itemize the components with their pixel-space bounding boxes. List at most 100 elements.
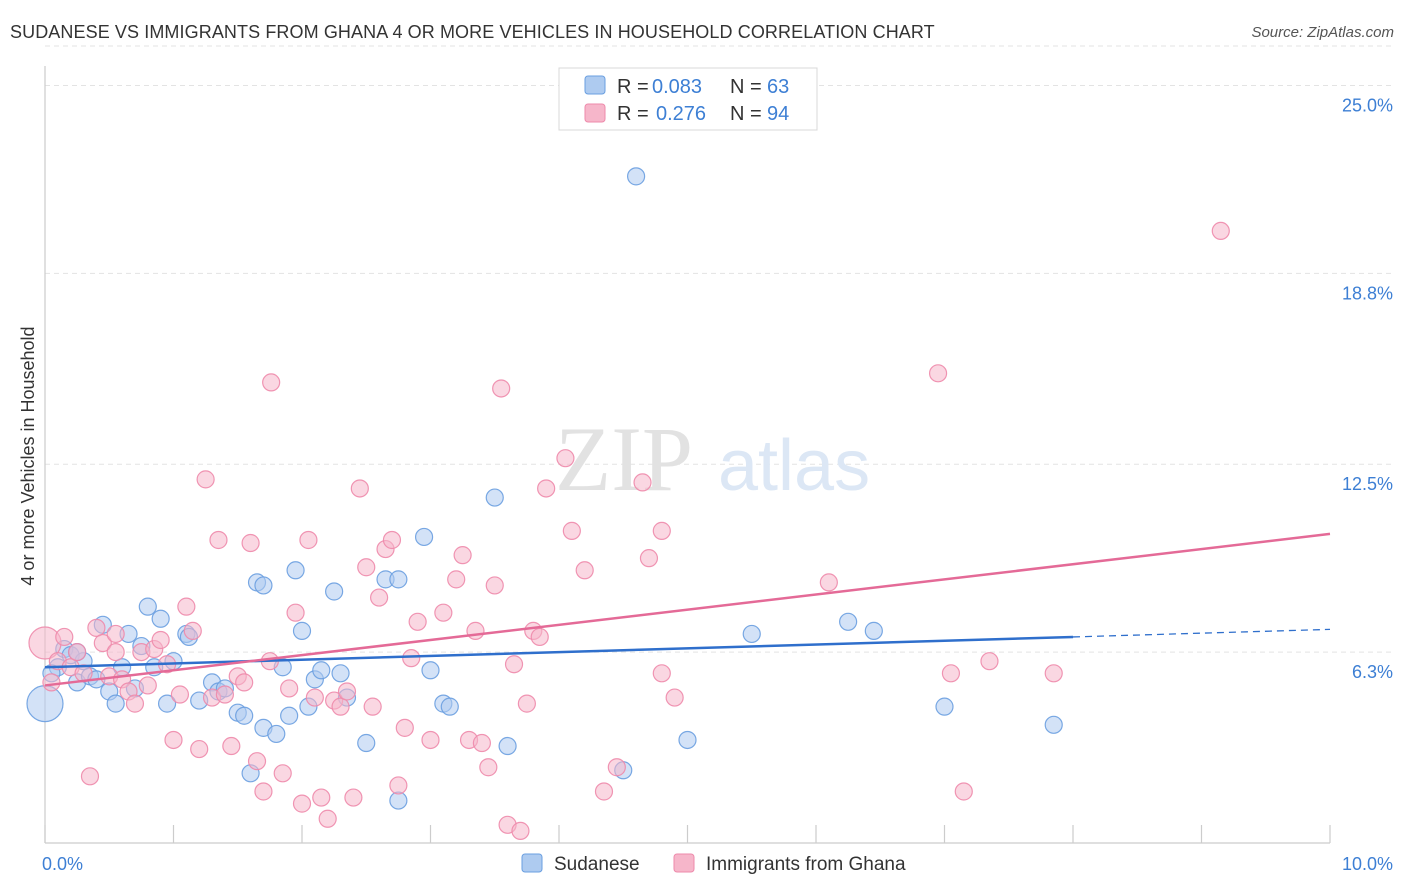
y-tick-label-3: 25.0% — [1342, 95, 1393, 115]
ghana-point-68 — [492, 379, 511, 398]
ghana-point-24 — [190, 739, 209, 759]
legend-n-value-1: 63 — [767, 76, 789, 98]
ghana-point-70 — [504, 655, 524, 674]
ghana-point-62 — [453, 546, 472, 565]
sudanese-point-42 — [357, 733, 376, 753]
ghana-point-23 — [183, 621, 202, 640]
ghana-point-20 — [164, 730, 183, 750]
x-tick-label-1: 10.0% — [1342, 854, 1393, 874]
x-tick-labels: 0.0% 10.0% — [42, 854, 1393, 874]
sudanese-point-9 — [106, 694, 125, 713]
ghana-point-59 — [421, 730, 440, 750]
sudanese-point-14 — [138, 597, 157, 616]
sudanese-point-51 — [498, 736, 517, 756]
ghana-point-21 — [170, 685, 190, 704]
ghana-point-50 — [357, 558, 376, 577]
sudanese-trend-line-extension — [1072, 628, 1331, 638]
sudanese-point-26 — [235, 706, 254, 725]
ghana-point-74 — [530, 627, 549, 647]
sudanese-point-59 — [1044, 715, 1063, 734]
sudanese-point-17 — [157, 694, 177, 713]
x-tick-label-0: 0.0% — [42, 854, 83, 874]
y-tick-labels: 6.3% 12.5% 18.8% 25.0% — [1342, 95, 1393, 682]
bottom-legend: Sudanese Immigrants from Ghana — [521, 853, 906, 875]
sudanese-point-47 — [421, 661, 440, 680]
sudanese-point-29 — [254, 576, 273, 595]
ghana-point-83 — [652, 521, 671, 540]
legend-swatch-ghana — [584, 103, 606, 123]
ghana-point-64 — [466, 621, 485, 640]
sudanese-point-16 — [151, 609, 170, 628]
ghana-point-72 — [517, 694, 536, 713]
bottom-legend-label-sudanese: Sudanese — [554, 854, 640, 875]
ghana-point-58 — [408, 612, 427, 631]
ghana-point-48 — [344, 788, 363, 807]
ghana-point-39 — [286, 603, 305, 622]
ghana-point-44 — [318, 809, 337, 828]
chart-title: SUDANESE VS IMMIGRANTS FROM GHANA 4 OR M… — [10, 22, 935, 42]
y-axis-label: 4 or more Vehicles in Household — [18, 326, 38, 585]
ghana-point-46 — [331, 697, 350, 716]
y-tick-label-1: 12.5% — [1342, 474, 1393, 494]
ghana-point-16 — [138, 676, 157, 695]
ghana-point-61 — [447, 570, 466, 589]
sudanese-point-35 — [292, 621, 312, 640]
ghana-point-49 — [350, 479, 369, 498]
sudanese-point-58 — [935, 697, 954, 716]
sudanese-point-44 — [389, 570, 408, 589]
legend-n-label-1: N = — [730, 76, 762, 98]
sudanese-point-57 — [864, 621, 883, 640]
ghana-point-25 — [196, 470, 215, 489]
sudanese-point-50 — [485, 488, 504, 507]
ghana-point-40 — [292, 794, 312, 813]
ghana-point-79 — [594, 782, 614, 801]
ghana-point-92 — [1211, 221, 1230, 241]
ghana-point-31 — [235, 673, 254, 692]
bottom-legend-label-ghana: Immigrants from Ghana — [706, 854, 906, 875]
legend-n-value-2: 94 — [767, 103, 789, 125]
grid-lines — [45, 45, 1395, 653]
ghana-point-28 — [215, 685, 234, 704]
legend-n-label-2: N = — [730, 103, 762, 125]
legend-swatch-sudanese — [584, 75, 606, 95]
ghana-point-42 — [305, 688, 324, 707]
ghana-point-55 — [389, 776, 408, 795]
ghana-point-71 — [511, 821, 530, 840]
ghana-point-76 — [556, 449, 575, 468]
ghana-point-85 — [665, 688, 684, 707]
watermark-zip: ZIP — [555, 408, 693, 510]
bottom-legend-swatch-ghana — [673, 853, 695, 873]
ghana-point-32 — [241, 533, 260, 553]
sudanese-point-34 — [286, 561, 305, 580]
sudanese-point-55 — [742, 624, 761, 644]
sudanese-point-54 — [678, 730, 697, 750]
ghana-point-47 — [337, 682, 357, 701]
ghana-point-66 — [479, 758, 498, 777]
ghana-point-87 — [928, 364, 948, 383]
watermark-atlas: atlas — [718, 426, 870, 506]
ghana-point-8 — [87, 618, 106, 637]
sudanese-trend-line — [44, 635, 1074, 669]
bottom-legend-swatch-sudanese — [521, 853, 543, 873]
ghana-point-14 — [125, 694, 145, 713]
ghana-point-18 — [151, 630, 170, 650]
watermark: ZIP atlas — [555, 408, 870, 510]
ghana-point-27 — [209, 530, 228, 550]
ghana-point-78 — [575, 561, 594, 580]
legend-r-label-2: R = — [617, 103, 649, 125]
ghana-point-75 — [537, 479, 556, 498]
ghana-point-82 — [639, 549, 659, 568]
ghana-point-9 — [93, 633, 112, 653]
legend: R = 0.083 N = 63 R = 0.276 N = 94 — [558, 67, 818, 131]
legend-r-label-1: R = — [617, 76, 649, 98]
sudanese-point-33 — [280, 706, 299, 725]
ghana-point-84 — [652, 664, 671, 683]
ghana-point-3 — [55, 627, 74, 647]
sudanese-point-49 — [440, 697, 459, 716]
ghana-point-5 — [68, 642, 87, 662]
ghana-point-88 — [941, 664, 961, 683]
ghana-point-80 — [607, 758, 626, 777]
ghana-point-11 — [106, 624, 125, 644]
trend-lines — [44, 532, 1331, 687]
ghana-point-91 — [1044, 664, 1063, 683]
